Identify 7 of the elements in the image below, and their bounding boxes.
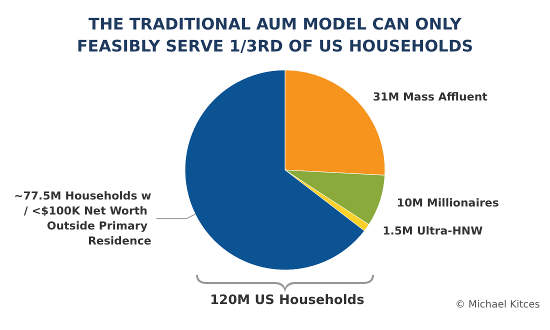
slice-label: 31M Mass Affluent bbox=[372, 90, 488, 104]
slice-label: 10M Millionaires bbox=[396, 196, 500, 210]
text: © Michael Kitces bbox=[455, 300, 540, 310]
slice-label: 1.5M Ultra-HNW bbox=[382, 224, 483, 238]
text: 120M US Households bbox=[210, 293, 365, 308]
chart-title: THE TRADITIONAL AUM MODEL CAN ONLY FEASIBLY SERVE 1/3RD OF US HOUSEHOLDS bbox=[76, 14, 474, 56]
slice-label: ~77.5M Households w/ <$100K Net Worth Outside Primary Residence bbox=[14, 190, 152, 248]
